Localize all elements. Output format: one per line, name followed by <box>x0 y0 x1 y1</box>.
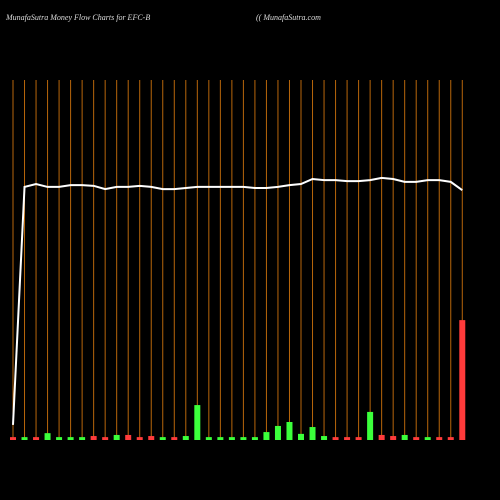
price-line <box>12 176 463 425</box>
bar <box>355 437 362 440</box>
bar <box>344 437 351 440</box>
bar <box>217 437 224 440</box>
bar <box>21 437 28 440</box>
bar <box>378 434 385 440</box>
bar <box>424 437 431 440</box>
bar <box>79 437 86 440</box>
bar <box>321 436 328 440</box>
bar <box>436 437 443 440</box>
bar <box>459 320 466 440</box>
bar <box>171 437 178 440</box>
bar <box>159 437 166 440</box>
bar <box>263 432 270 440</box>
bar <box>113 434 120 440</box>
bar <box>298 433 304 440</box>
bar <box>274 425 281 440</box>
bar <box>90 436 97 440</box>
bar <box>332 437 339 440</box>
bar <box>194 405 201 440</box>
bar <box>125 434 132 440</box>
bar <box>367 411 374 440</box>
bar <box>251 437 258 440</box>
bar <box>33 437 40 440</box>
bar <box>148 436 155 440</box>
bar <box>240 437 247 440</box>
bar <box>413 437 420 440</box>
bar <box>205 437 212 440</box>
bar <box>67 437 74 440</box>
chart-title: MunafaSutra Money Flow Charts for EFC-B <box>5 13 150 22</box>
bar <box>10 437 16 440</box>
bar <box>136 437 143 440</box>
bar <box>286 422 293 440</box>
bar <box>102 437 109 440</box>
bar <box>390 436 397 440</box>
bar <box>401 434 408 440</box>
chart-subtitle: (( MunafaSutra.com <box>256 13 321 22</box>
bar <box>309 427 316 440</box>
bar <box>228 437 235 440</box>
bar <box>447 437 454 440</box>
bar <box>56 437 63 440</box>
bar <box>182 436 189 440</box>
bar <box>44 433 51 440</box>
